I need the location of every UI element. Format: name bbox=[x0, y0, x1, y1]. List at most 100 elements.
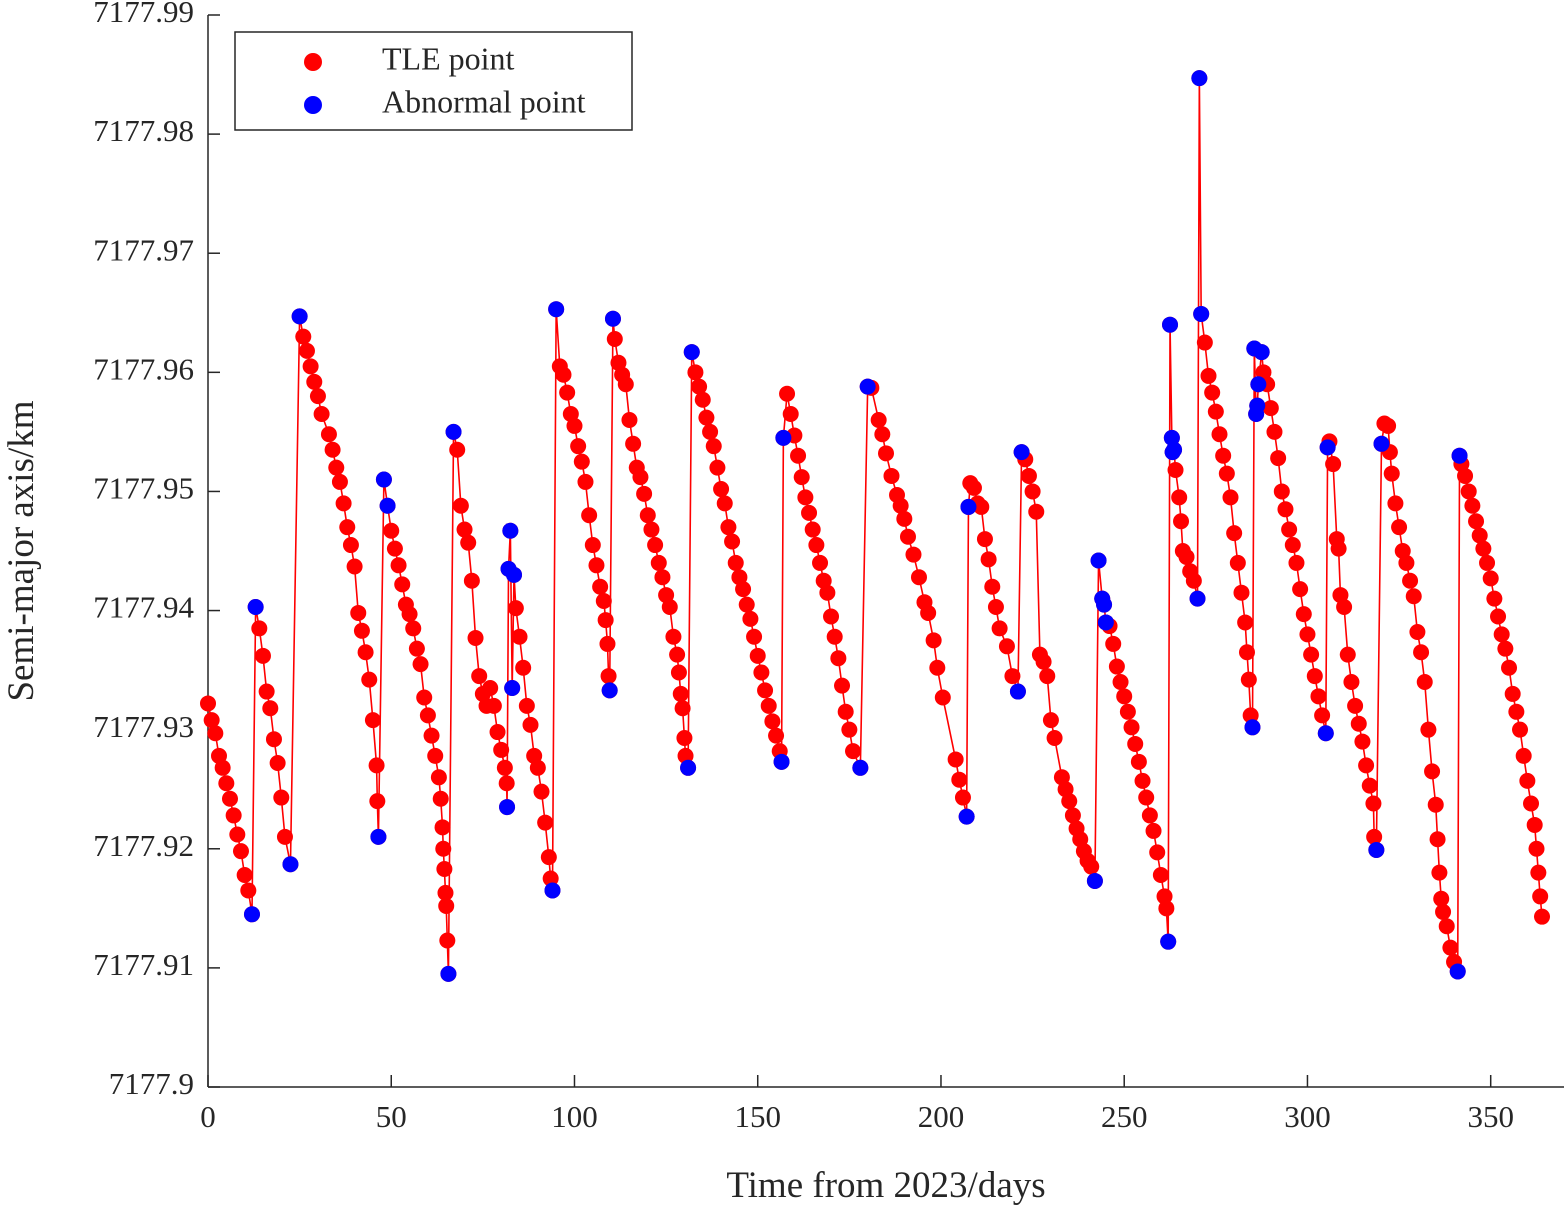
data-point bbox=[463, 572, 480, 589]
data-point bbox=[746, 628, 763, 645]
data-point bbox=[687, 364, 704, 381]
data-point bbox=[1368, 841, 1385, 858]
data-point bbox=[412, 656, 429, 673]
data-point bbox=[1429, 831, 1446, 848]
data-point bbox=[773, 753, 790, 770]
data-point bbox=[808, 537, 825, 554]
data-point bbox=[639, 507, 656, 524]
data-point bbox=[331, 473, 348, 490]
data-point bbox=[240, 882, 257, 899]
data-point bbox=[1238, 644, 1255, 661]
data-point bbox=[1193, 305, 1210, 322]
data-point bbox=[401, 606, 418, 623]
data-point bbox=[1277, 501, 1294, 518]
data-point bbox=[435, 840, 452, 857]
data-point bbox=[958, 808, 975, 825]
data-point bbox=[1402, 572, 1419, 589]
data-point bbox=[1314, 707, 1331, 724]
data-point bbox=[353, 622, 370, 639]
data-point bbox=[262, 700, 279, 717]
data-point bbox=[502, 522, 519, 539]
data-point bbox=[419, 707, 436, 724]
data-point bbox=[617, 376, 634, 393]
data-point bbox=[313, 406, 330, 423]
data-point bbox=[489, 724, 506, 741]
x-tick-label: 300 bbox=[1284, 1099, 1331, 1134]
data-point bbox=[1138, 789, 1155, 806]
data-point bbox=[361, 671, 378, 688]
data-point bbox=[1024, 483, 1041, 500]
x-tick-label: 100 bbox=[551, 1099, 598, 1134]
x-axis-label: Time from 2023/days bbox=[726, 1165, 1045, 1206]
data-point bbox=[1196, 334, 1213, 351]
data-point bbox=[987, 598, 1004, 615]
data-point bbox=[677, 747, 694, 764]
data-point bbox=[452, 497, 469, 514]
data-point bbox=[599, 635, 616, 652]
data-point bbox=[896, 510, 913, 527]
data-point bbox=[1475, 540, 1492, 557]
data-point bbox=[383, 522, 400, 539]
data-point bbox=[1350, 715, 1367, 732]
data-point bbox=[1420, 721, 1437, 738]
data-point bbox=[1339, 646, 1356, 663]
data-point bbox=[555, 366, 572, 383]
data-point bbox=[276, 828, 293, 845]
data-point bbox=[548, 301, 565, 318]
x-tick-label: 50 bbox=[376, 1099, 407, 1134]
data-point bbox=[1020, 467, 1037, 484]
data-point bbox=[1373, 435, 1390, 452]
data-point bbox=[1262, 400, 1279, 417]
data-point bbox=[757, 682, 774, 699]
data-point bbox=[1211, 426, 1228, 443]
data-point bbox=[506, 566, 523, 583]
data-point bbox=[595, 593, 612, 610]
data-point bbox=[499, 799, 516, 816]
data-point bbox=[819, 584, 836, 601]
data-point bbox=[665, 628, 682, 645]
data-point bbox=[218, 775, 235, 792]
data-point bbox=[265, 731, 282, 748]
data-point bbox=[1270, 450, 1287, 467]
data-point bbox=[823, 608, 840, 625]
data-point bbox=[1215, 447, 1232, 464]
data-point bbox=[1391, 519, 1408, 536]
data-point bbox=[1123, 719, 1140, 736]
data-point bbox=[1156, 888, 1173, 905]
data-point bbox=[298, 342, 315, 359]
data-point bbox=[636, 485, 653, 502]
data-point bbox=[735, 581, 752, 598]
data-point bbox=[804, 521, 821, 538]
data-point bbox=[243, 906, 260, 923]
data-point bbox=[1438, 918, 1455, 935]
data-point bbox=[324, 441, 341, 458]
data-point bbox=[1166, 441, 1183, 458]
data-point bbox=[1083, 858, 1100, 875]
y-tick-label: 7177.99 bbox=[93, 0, 194, 29]
data-point bbox=[1383, 465, 1400, 482]
data-point bbox=[540, 849, 557, 866]
data-point bbox=[1512, 721, 1529, 738]
data-point bbox=[1534, 908, 1551, 925]
data-point bbox=[947, 751, 964, 768]
data-point bbox=[984, 578, 1001, 595]
data-point bbox=[1405, 588, 1422, 605]
data-point bbox=[925, 632, 942, 649]
data-point bbox=[991, 620, 1008, 637]
data-point bbox=[1097, 614, 1114, 631]
data-point bbox=[533, 783, 550, 800]
data-point bbox=[1530, 864, 1547, 881]
data-point bbox=[559, 384, 576, 401]
data-point bbox=[1413, 644, 1430, 661]
data-point bbox=[841, 721, 858, 738]
data-point bbox=[1127, 735, 1144, 752]
data-point bbox=[200, 695, 216, 712]
data-point bbox=[1464, 497, 1481, 514]
data-point bbox=[749, 647, 766, 664]
data-point bbox=[1200, 367, 1217, 384]
data-point bbox=[291, 308, 308, 325]
data-point bbox=[1457, 467, 1474, 484]
data-point bbox=[738, 596, 755, 613]
data-point bbox=[1526, 816, 1543, 833]
